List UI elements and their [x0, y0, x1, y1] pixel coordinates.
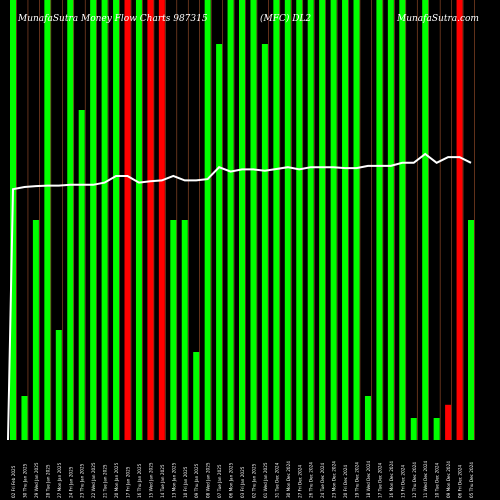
bar: [387, 0, 394, 440]
bar: [261, 44, 268, 440]
bar: [468, 220, 474, 440]
x-tick-label: 23 Thu Jan 2025: [80, 463, 85, 498]
x-tick-label: 24 Fri Jan 2025: [68, 466, 73, 498]
bars: [10, 0, 474, 440]
x-tick-label: 13 Mon Jan 2025: [171, 462, 176, 498]
bar: [353, 0, 360, 440]
x-tick-label: 28 Tue Jan 2025: [45, 464, 50, 498]
x-tick-label: 22 Wed Jan 2025: [91, 462, 96, 498]
bar: [456, 0, 463, 440]
bar: [135, 0, 142, 440]
x-tick-label: 07 Tue Jan 2025: [217, 464, 222, 498]
x-tick-label: 29 Wed Jan 2025: [34, 462, 39, 498]
bar: [307, 0, 314, 440]
bar: [124, 0, 131, 440]
bar: [342, 0, 349, 440]
grid-lines: [16, 0, 475, 440]
x-tick-label: 09 Thu Jan 2025: [194, 463, 199, 498]
x-tick-label: 12 Thu Dec 2024: [412, 462, 417, 498]
bar: [319, 0, 326, 440]
x-tick-label: 31 Tue Dec 2024: [274, 462, 279, 498]
bar: [422, 0, 429, 440]
x-tick-label: 05 Thu Dec 2024: [469, 462, 474, 498]
bar: [227, 0, 234, 440]
bar: [399, 0, 406, 440]
x-tick-label: 27 Mon Jan 2025: [57, 462, 62, 498]
x-tick-label: 26 Thu Dec 2024: [309, 462, 314, 498]
x-tick-label: 17 Fri Jan 2025: [126, 466, 131, 498]
x-tick-label: 15 Wed Jan 2025: [148, 462, 153, 498]
x-tick-label: 02 Fri Feb 2025: [11, 465, 16, 498]
bar: [433, 418, 440, 440]
bar: [67, 0, 74, 440]
bar: [170, 220, 177, 440]
bar: [90, 0, 97, 440]
bar: [330, 0, 337, 440]
x-tick-label: 24 Tue Dec 2024: [320, 462, 325, 498]
bar: [239, 0, 245, 440]
x-tick-label: 08 Wed Jan 2025: [206, 462, 211, 498]
x-tick-label: 27 Fri Dec 2024: [297, 465, 302, 498]
bar: [113, 0, 120, 440]
header-symbol: (MFC) DL2: [260, 14, 312, 24]
x-tick-label: 17 Tue Dec 2024: [377, 462, 382, 498]
x-tick-label: 19 Thu Dec 2024: [355, 462, 360, 498]
header-site: MunafaSutra.com: [397, 14, 479, 24]
line-series: [7, 152, 472, 441]
x-tick-label: 30 Thu Jan 2025: [22, 463, 27, 498]
x-tick-label: 20 Fri Dec 2024: [343, 465, 348, 498]
x-tick-label: 01 Wed Jan 2025: [263, 462, 268, 498]
bar: [44, 0, 51, 440]
bar: [204, 0, 211, 440]
x-tick-label: 10 Tue Dec 2024: [435, 462, 440, 498]
bar: [296, 0, 303, 440]
money-flow-line: [7, 152, 472, 441]
x-tick-label: 16 Thu Jan 2025: [137, 463, 142, 498]
x-tick-label: 02 Thu Jan 2025: [251, 463, 256, 498]
bar: [78, 110, 85, 440]
bar: [216, 44, 223, 440]
bar: [284, 0, 291, 440]
x-tick-label: 14 Tue Jan 2025: [160, 464, 165, 498]
x-tick-label: 10 Fri Jan 2025: [183, 466, 188, 498]
x-tick-label: 30 Mon Dec 2024: [286, 461, 291, 498]
x-tick-label: 11 Wed Dec 2024: [423, 460, 428, 498]
bar: [410, 418, 417, 440]
x-tick-label: 18 Wed Dec 2024: [366, 460, 371, 498]
bar: [273, 0, 280, 440]
x-tick-label: 16 Mon Dec 2024: [389, 461, 394, 498]
bar: [250, 0, 257, 440]
x-tick-label: 06 Mon Jan 2025: [229, 462, 234, 498]
bar: [364, 396, 371, 440]
x-tick-label: 23 Mon Dec 2024: [332, 461, 337, 498]
x-tick-label: 13 Fri Dec 2024: [400, 465, 405, 498]
bar: [21, 396, 28, 440]
bar: [147, 0, 154, 440]
bar: [181, 220, 188, 440]
x-tick-label: 06 Fri Dec 2024: [458, 465, 463, 498]
bar: [445, 404, 452, 440]
x-tick-labels: 02 Fri Feb 2025 30 Thu Jan 2025 29 Wed Jan…: [11, 460, 474, 498]
bar: [193, 352, 200, 440]
x-tick-label: 20 Mon Jan 2025: [114, 462, 119, 498]
bar: [376, 0, 383, 440]
x-tick-label: 03 Fri Jan 2025: [240, 466, 245, 498]
x-tick-label: 21 Tue Jan 2025: [103, 464, 108, 498]
bar: [55, 330, 62, 440]
bar: [101, 0, 108, 440]
x-tick-label: 09 Mon Dec 2024: [446, 461, 451, 498]
bar: [158, 0, 165, 440]
bar: [32, 220, 39, 440]
header-title: MunafaSutra Money Flow Charts 987315: [18, 14, 208, 24]
